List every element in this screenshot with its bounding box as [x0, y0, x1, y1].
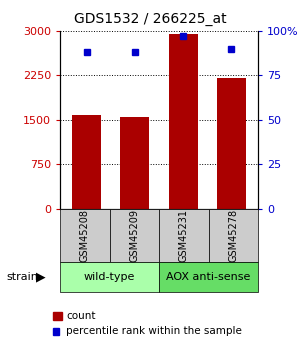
- Bar: [217, 78, 246, 209]
- Text: GSM45231: GSM45231: [179, 209, 189, 262]
- Text: count: count: [66, 311, 95, 321]
- Text: ▶: ▶: [36, 270, 45, 283]
- Bar: [169, 34, 198, 209]
- Bar: [72, 115, 101, 209]
- Text: GSM45208: GSM45208: [80, 209, 90, 262]
- Bar: [120, 117, 149, 209]
- Text: wild-type: wild-type: [84, 272, 135, 282]
- Text: GDS1532 / 266225_at: GDS1532 / 266225_at: [74, 12, 226, 26]
- Text: GSM45209: GSM45209: [129, 209, 139, 262]
- Text: GSM45278: GSM45278: [228, 209, 238, 262]
- Text: percentile rank within the sample: percentile rank within the sample: [66, 326, 242, 336]
- Text: AOX anti-sense: AOX anti-sense: [166, 272, 251, 282]
- Text: strain: strain: [6, 272, 38, 282]
